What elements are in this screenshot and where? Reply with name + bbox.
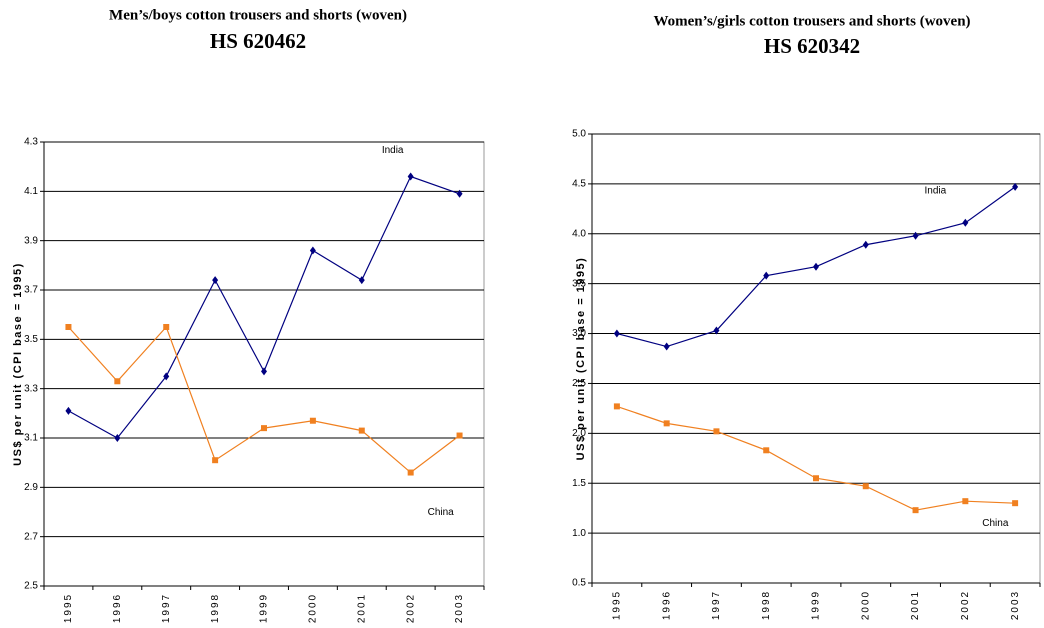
chart-title: Men’s/boys cotton trousers and shorts (w…	[109, 7, 407, 23]
x-tick-label: 1995	[63, 593, 74, 623]
marker	[613, 329, 620, 338]
y-tick-label: 4.0	[572, 228, 586, 239]
y-tick-label: 2.7	[24, 531, 38, 542]
marker	[912, 231, 919, 240]
marker	[613, 403, 620, 410]
x-tick-label: 1997	[161, 593, 172, 623]
marker	[912, 507, 919, 514]
marker	[962, 498, 969, 505]
marker	[261, 367, 267, 376]
marker	[163, 324, 170, 330]
marker	[862, 483, 869, 490]
y-tick-label: 1.5	[572, 478, 586, 489]
x-tick-label: 2003	[1010, 590, 1021, 620]
plot-frame	[591, 133, 1041, 584]
marker	[663, 342, 670, 351]
x-tick-label: 2000	[860, 590, 871, 620]
series-line	[616, 405, 1016, 511]
y-axis-label: US$ per unit (CPI base = 1995)	[575, 257, 587, 461]
marker	[261, 425, 267, 432]
chart-subtitle: HS 620462	[210, 29, 306, 53]
x-tick-label: 1999	[811, 590, 822, 620]
chart-title: Women’s/girls cotton trousers and shorts…	[653, 13, 970, 29]
y-axis-label: US$ per unit (CPI base = 1995)	[12, 262, 24, 466]
marker	[1012, 500, 1019, 507]
y-tick-label: 3.9	[24, 235, 38, 246]
marker	[813, 262, 819, 271]
x-tick-label: 1997	[711, 590, 722, 620]
y-tick-label: 5.0	[572, 129, 586, 140]
marker	[456, 189, 463, 198]
series-label: India	[382, 145, 404, 156]
marker	[65, 406, 72, 415]
y-tick-label: 3.3	[24, 383, 38, 394]
x-tick-label: 2002	[405, 593, 416, 623]
y-tick-label: 2.5	[572, 378, 586, 389]
marker	[713, 326, 720, 335]
marker	[862, 240, 869, 249]
marker	[212, 457, 219, 464]
marker	[114, 434, 121, 442]
y-tick-label: 3.0	[572, 328, 586, 339]
y-tick-label: 2.9	[24, 482, 38, 493]
marker	[713, 428, 720, 435]
x-tick-label: 1996	[661, 590, 672, 620]
y-tick-label: 2.0	[572, 428, 586, 439]
marker	[407, 469, 414, 476]
x-tick-label: 2002	[960, 590, 971, 620]
marker	[163, 372, 170, 381]
y-tick-label: 4.1	[24, 186, 38, 197]
marker	[309, 417, 316, 424]
marker	[65, 324, 72, 330]
marker	[309, 246, 316, 255]
x-tick-label: 2003	[454, 593, 465, 623]
series-line	[68, 175, 460, 439]
x-tick-label: 1996	[112, 593, 123, 623]
marker	[358, 276, 365, 285]
marker	[663, 420, 670, 427]
marker	[813, 475, 819, 482]
y-tick-label: 4.5	[572, 179, 586, 190]
marker	[1012, 182, 1019, 191]
marker	[114, 378, 121, 385]
series-label: China	[982, 518, 1009, 529]
y-tick-label: 0.5	[572, 578, 586, 589]
series-line	[67, 325, 460, 474]
x-tick-label: 1999	[259, 593, 270, 623]
marker	[212, 276, 219, 285]
y-tick-label: 3.5	[572, 278, 586, 289]
marker	[358, 427, 365, 434]
chart-subtitle: HS 620342	[764, 34, 860, 58]
x-tick-label: 2000	[308, 593, 319, 623]
series-label: India	[924, 185, 946, 196]
series-label: China	[428, 507, 455, 518]
y-tick-label: 2.5	[24, 581, 38, 592]
x-tick-label: 1998	[210, 593, 221, 623]
marker	[456, 432, 463, 439]
y-tick-label: 1.0	[572, 528, 586, 539]
y-tick-label: 3.1	[24, 433, 38, 444]
marker	[407, 172, 414, 181]
x-tick-label: 2001	[910, 590, 921, 620]
plot-frame	[43, 141, 485, 587]
x-tick-label: 1998	[761, 590, 772, 620]
x-tick-label: 1995	[612, 590, 623, 620]
x-tick-label: 2001	[356, 593, 367, 623]
y-tick-label: 4.3	[24, 137, 38, 148]
y-tick-label: 3.5	[24, 334, 38, 345]
y-tick-label: 3.7	[24, 285, 38, 296]
marker	[763, 271, 770, 280]
marker	[962, 218, 969, 227]
marker	[763, 447, 770, 454]
